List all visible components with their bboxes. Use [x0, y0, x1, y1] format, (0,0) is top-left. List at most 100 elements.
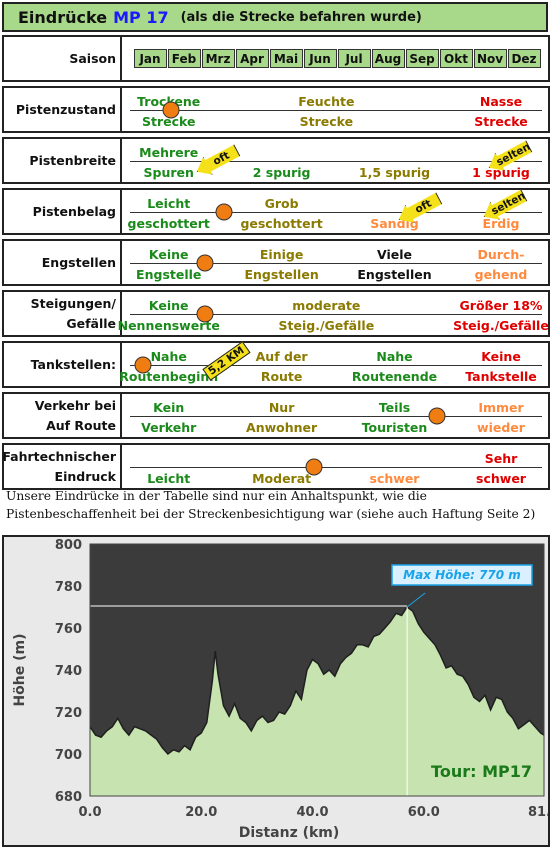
max-label-box — [391, 564, 533, 586]
month-jul: Jul — [337, 49, 371, 68]
option-line2: Strecke — [474, 114, 528, 129]
tour-label: Tour: MP17 — [431, 762, 532, 781]
distance-tag: 5,2 KM — [202, 341, 251, 381]
option-line2: Leicht — [147, 471, 191, 486]
option-line1: Keine — [481, 349, 521, 364]
page-header: Eindrücke MP 17 (als die Strecke befahre… — [2, 2, 548, 32]
scale-line — [130, 160, 542, 162]
y-tick-label: 780 — [55, 580, 82, 595]
month-dez: Dez — [507, 49, 541, 68]
option-line2: Spuren — [143, 165, 194, 180]
row-label: Engstellen — [4, 241, 122, 284]
month-okt: Okt — [439, 49, 473, 68]
x-tick-label: 0.0 — [78, 805, 101, 820]
option-line2: Routenbeginn — [119, 369, 219, 384]
option-line2: Route — [260, 369, 303, 384]
option-line1: Teils — [378, 400, 411, 415]
option-line2: 1 spurig — [472, 165, 530, 180]
scale-line — [130, 415, 542, 417]
option-line2: Strecke — [141, 114, 196, 129]
row-label: Steigungen/Gefälle — [4, 292, 122, 335]
row-label: Fahrtechnischer Eindruck — [2, 445, 122, 488]
option-line1: Feuchte — [298, 94, 355, 109]
row-label: Pistenbreite — [4, 139, 122, 182]
row-label: Pistenzustand — [4, 88, 122, 131]
month-apr: Apr — [235, 49, 269, 68]
month-aug: Aug — [371, 49, 405, 68]
option-line2: geschottert — [127, 216, 210, 231]
x-tick-label: 60.0 — [408, 805, 440, 820]
elevation-chart-panel: Max Höhe: 770 m Tour: MP17 680 700 720 740 760… — [2, 535, 552, 847]
option-line2: Verkehr — [141, 420, 197, 435]
option-line1: Auf der — [255, 349, 308, 364]
rating-marker — [196, 305, 214, 322]
month-jun: Jun — [303, 49, 337, 68]
rating-marker — [428, 407, 446, 424]
y-tick-label: 760 — [55, 622, 82, 637]
row-label: Saison — [4, 37, 122, 80]
disclaimer-note: Unsere Eindrücke in der Tabelle sind nur… — [6, 489, 536, 522]
rating-marker — [134, 356, 152, 373]
plot-frame — [89, 543, 545, 797]
option-line2: 1,5 spurig — [358, 165, 431, 180]
max-label-leader — [406, 592, 426, 608]
month-mai: Mai — [269, 49, 303, 68]
row-3: Engstellen Keine Engstelle Einige Engstellen… — [2, 239, 550, 286]
option-line2: Engstellen — [357, 267, 432, 282]
option-line2: Routenende — [351, 369, 438, 384]
row-6: Verkehr bei Auf Route Kein Verkehr Nur Anwohn… — [2, 392, 550, 439]
row-2: Pistenbelag Leicht geschottert Grob geschott… — [2, 188, 550, 235]
option-line1: Keine — [148, 298, 189, 313]
option-line2: gehend — [474, 267, 528, 282]
month-nov: Nov — [473, 49, 507, 68]
option-line2: Steig./Gefälle — [278, 318, 375, 333]
rating-marker — [305, 458, 323, 475]
row-label: Verkehr bei Auf Route — [4, 394, 122, 437]
month-sep: Sep — [405, 49, 439, 68]
scale-line — [130, 109, 542, 111]
month-mrz: Mrz — [201, 49, 235, 68]
rating-marker — [196, 254, 214, 271]
header-title: Eindrücke — [18, 7, 108, 27]
option-line2: Touristen — [361, 420, 428, 435]
row-0: PistenzustandTrockeneStreckeFeuchteStrec… — [2, 86, 550, 133]
option-line1: Keine — [148, 247, 189, 262]
option-line1: Kein — [153, 400, 185, 415]
x-axis-label: Distanz (km) — [239, 825, 340, 841]
option-line1: Sehr — [484, 451, 518, 466]
row-1: Pistenbreite Mehrere Spuren 2 spurig 1,5 spu… — [2, 137, 550, 184]
scale-line — [130, 364, 542, 366]
option-line1: Mehrere — [139, 145, 199, 160]
scale-line — [130, 313, 542, 315]
option-line1: moderate — [292, 298, 361, 313]
row-label: Pistenbelag — [4, 190, 122, 233]
option-line2: Steig./Gefälle — [453, 318, 549, 333]
elevation-line — [89, 605, 545, 756]
option-line1: Viele — [377, 247, 412, 262]
option-line1: Nasse — [479, 94, 523, 109]
max-height-label: Max Höhe: 770 m — [403, 568, 521, 582]
option-line2: geschottert — [240, 216, 323, 231]
month-jan: Jan — [133, 49, 167, 68]
y-tick-label: 700 — [55, 748, 82, 763]
option-line1: Nahe — [150, 349, 187, 364]
option-line2: Engstelle — [136, 267, 202, 282]
option-line2: Strecke — [299, 114, 354, 129]
header-subtitle: (als die Strecke befahren wurde) — [180, 9, 422, 25]
scale-line — [130, 466, 542, 468]
x-tick-label: 40.0 — [297, 805, 329, 820]
option-line2: 2 spurig — [252, 165, 311, 180]
scale-line — [130, 211, 542, 213]
row-label: Tankstellen: — [4, 343, 122, 386]
x-tick-label: 20.0 — [185, 805, 217, 820]
option-line1: Grob — [264, 196, 299, 211]
option-line2: Tankstelle — [465, 369, 537, 384]
elevation-area — [90, 607, 544, 796]
row-4: Steigungen/Gefälle Keine Nennenswerte moder… — [2, 290, 550, 337]
option-line1: Größer 18% — [459, 298, 543, 313]
row-7: Fahrtechnischer Eindruck Leicht Moderat schw… — [2, 443, 550, 490]
option-line1: Durch- — [477, 247, 525, 262]
scale-line — [130, 262, 542, 264]
option-line2: wieder — [477, 420, 525, 435]
y-tick-label: 720 — [55, 706, 82, 721]
